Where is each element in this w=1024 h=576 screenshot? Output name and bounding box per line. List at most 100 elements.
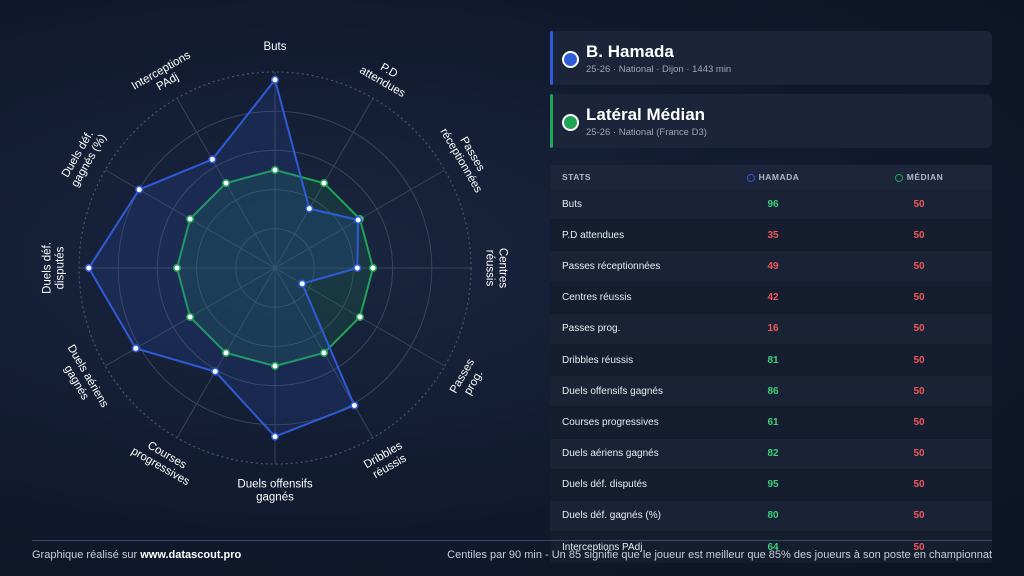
table-row: Centres réussis 42 50	[550, 282, 992, 314]
table-row: Dribbles réussis 81 50	[550, 344, 992, 377]
median-value: 50	[846, 500, 992, 533]
data-point	[172, 263, 182, 273]
median-header: MÉDIAN	[846, 165, 992, 189]
table-row: Passes réceptionnées 49 50	[550, 250, 992, 283]
data-point	[186, 312, 195, 322]
data-point	[355, 312, 365, 322]
data-point	[270, 165, 280, 175]
player-name: B. Hamada	[586, 42, 674, 61]
player-value: 95	[700, 469, 846, 501]
comparison-meta: 25-26 · National (France D3)	[586, 127, 707, 138]
player-value: 81	[700, 344, 846, 377]
category-label-line: Duels déf.	[42, 242, 54, 294]
data-point	[84, 263, 93, 273]
median-value: 50	[846, 313, 992, 345]
data-point	[319, 179, 329, 188]
data-point	[270, 361, 280, 371]
median-value: 50	[846, 219, 992, 252]
category-label-line: réussis	[484, 250, 496, 287]
stat-label: Passes prog.	[550, 313, 700, 345]
player-accent-bar	[550, 31, 553, 85]
player-value: 16	[700, 313, 846, 345]
median-value: 50	[846, 375, 992, 408]
median-value: 50	[846, 469, 992, 501]
player-color-dot	[562, 51, 579, 68]
data-point	[135, 185, 144, 194]
stats-table: STATS HAMADA MÉDIAN Buts 96 50 P.D attendue…	[550, 165, 992, 564]
data-point	[305, 204, 314, 213]
player-header-dot	[746, 173, 755, 182]
stat-label: Duels aériens gagnés	[550, 438, 700, 470]
category-label-line: Duels offensifs	[237, 479, 312, 491]
stat-label: Passes réceptionnées	[550, 250, 700, 283]
series-area	[87, 78, 360, 438]
table-row: Courses progressives 61 50	[550, 406, 992, 439]
category-label-line: Buts	[263, 41, 286, 53]
median-value: 50	[846, 344, 992, 377]
player-value: 49	[700, 250, 846, 283]
radar-chart: Buts P.Dattendues Passesréceptionnées Centr…	[42, 41, 509, 504]
category-label: Duels aériensgagnés	[53, 343, 110, 417]
footer-note: Centiles par 90 min - Un 85 signifie que…	[447, 549, 992, 561]
category-label-line: gagnés	[256, 492, 294, 504]
player-value: 42	[700, 282, 846, 314]
data-point	[350, 401, 359, 410]
footer-credit: Graphique réalisé sur www.datascout.pro	[32, 549, 241, 561]
stats-table-header: STATS HAMADA MÉDIAN	[550, 165, 992, 189]
median-value: 50	[846, 531, 992, 564]
table-row: Interceptions PAdj 64 50	[550, 531, 992, 564]
data-point	[208, 155, 217, 164]
footer-credit-prefix: Graphique réalisé sur	[32, 549, 141, 561]
data-point	[211, 367, 220, 376]
table-row: P.D attendues 35 50	[550, 219, 992, 252]
category-label: Buts	[263, 41, 286, 53]
median-value: 50	[846, 189, 992, 221]
median-header-dot	[894, 173, 903, 182]
data-point	[319, 348, 329, 358]
stat-label: Duels déf. gagnés (%)	[550, 500, 700, 533]
median-value: 50	[846, 406, 992, 439]
stat-label: Duels offensifs gagnés	[550, 375, 700, 408]
category-label: P.Dattendues	[357, 53, 413, 100]
table-row: Duels offensifs gagnés 86 50	[550, 375, 992, 408]
player-value: 82	[700, 438, 846, 470]
category-label: Passesréceptionnées	[438, 120, 496, 195]
category-label: Dribblesréussis	[362, 440, 411, 483]
category-label-line: Centres	[497, 248, 509, 289]
data-point	[298, 279, 307, 288]
player-header: HAMADA	[700, 165, 846, 189]
stat-label: Interceptions PAdj	[550, 531, 700, 564]
table-row: Passes prog. 16 50	[550, 313, 992, 345]
stat-label: Centres réussis	[550, 282, 700, 314]
comparison-color-dot	[562, 114, 579, 131]
category-label: InterceptionsPAdj	[130, 49, 200, 104]
data-point	[131, 344, 140, 353]
category-label: Passesprog.	[448, 357, 489, 402]
median-header-label: MÉDIAN	[906, 172, 944, 182]
median-value: 50	[846, 250, 992, 283]
data-point	[221, 348, 231, 358]
median-value: 50	[846, 438, 992, 470]
stats-header: STATS	[550, 165, 700, 189]
data-point	[270, 432, 280, 441]
category-label: Duels offensifs gagnés	[237, 479, 312, 504]
player-card: B. Hamada 25-26 · National · Dijon · 144…	[550, 31, 992, 85]
category-label-line: disputés	[55, 246, 67, 289]
footer-site-link[interactable]: www.datascout.pro	[140, 549, 242, 561]
data-point	[354, 215, 363, 225]
table-row: Buts 96 50	[550, 189, 992, 221]
category-label: Coursesprogressives	[129, 434, 198, 488]
category-label: Centresréussis	[484, 248, 509, 289]
player-value: 61	[700, 406, 846, 439]
median-value: 50	[846, 282, 992, 314]
data-point	[368, 263, 378, 273]
table-row: Duels déf. gagnés (%) 80 50	[550, 500, 992, 533]
data-point	[221, 179, 231, 188]
stat-label: P.D attendues	[550, 219, 700, 252]
comparison-card: Latéral Médian 25-26 · National (France …	[550, 94, 992, 148]
stat-label: Courses progressives	[550, 406, 700, 439]
player-value: 96	[700, 189, 846, 221]
stat-label: Buts	[550, 189, 700, 221]
category-label: Duels déf.gagnés (%)	[58, 126, 109, 190]
player-value: 35	[700, 219, 846, 252]
